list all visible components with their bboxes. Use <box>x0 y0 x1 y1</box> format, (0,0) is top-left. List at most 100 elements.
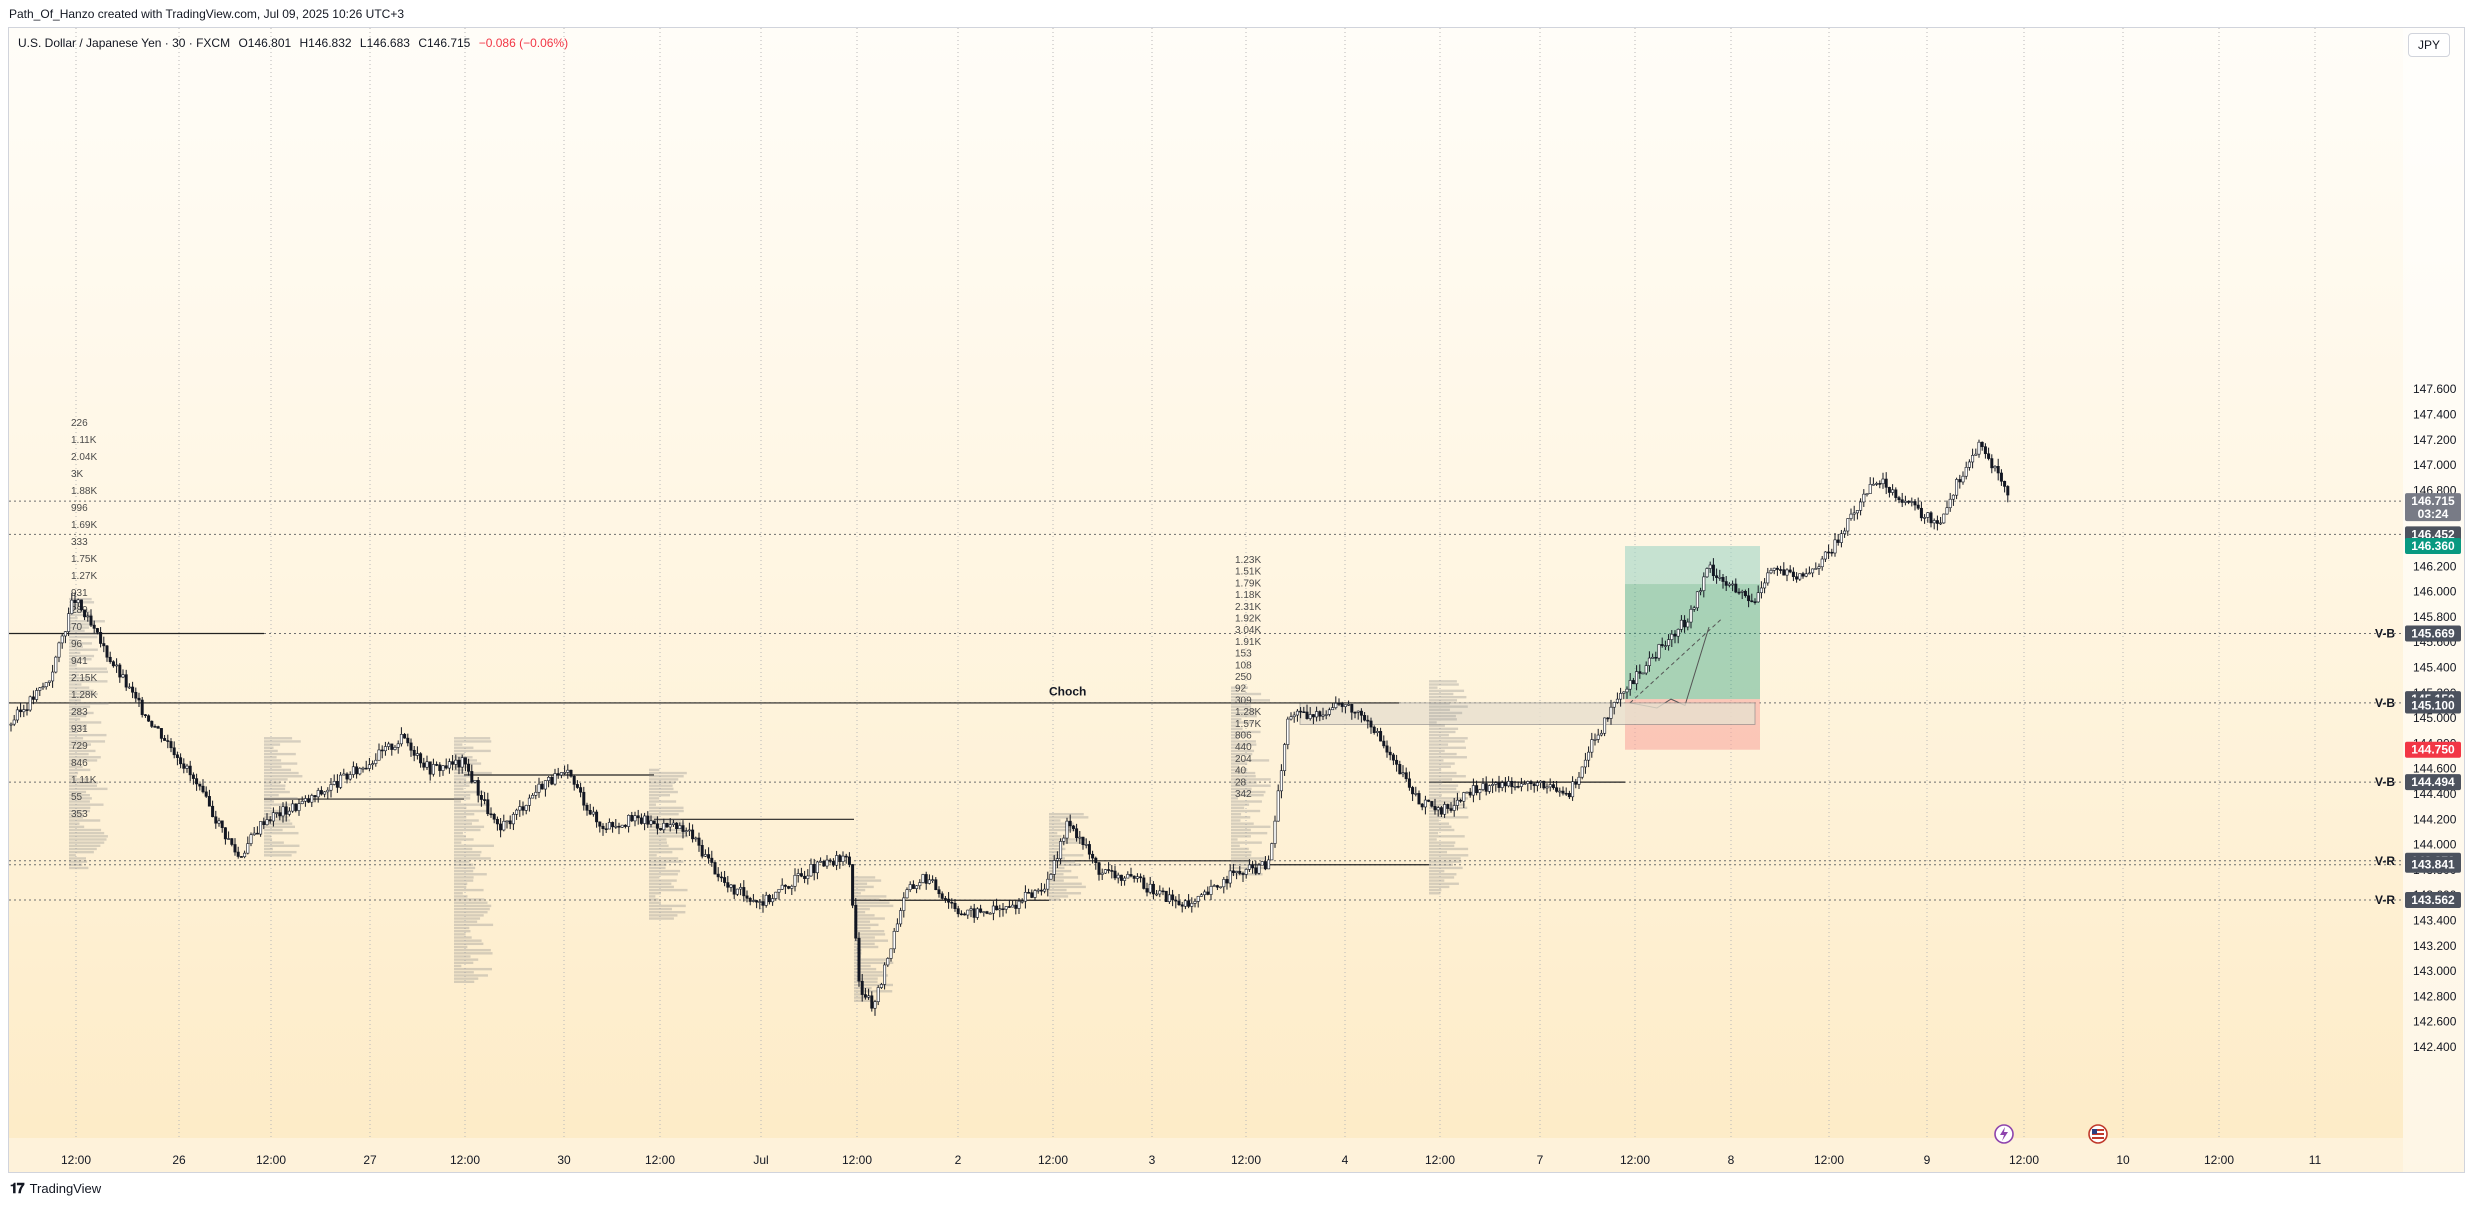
candle-body <box>1382 740 1386 747</box>
volume-profile-bar <box>1049 854 1084 857</box>
volume-profile-bar <box>649 797 660 800</box>
volume-profile-bar <box>649 809 684 813</box>
symbol-name[interactable]: U.S. Dollar / Japanese Yen · 30 · FXCM <box>18 36 231 50</box>
candle-body <box>339 774 343 788</box>
volume-profile-bar <box>649 828 682 832</box>
candle-body <box>1731 583 1735 586</box>
candle-body <box>550 777 554 785</box>
candle-body <box>764 894 768 906</box>
volume-profile-bar <box>1429 857 1461 860</box>
candle-body <box>851 864 855 906</box>
candle-body <box>1414 793 1418 795</box>
candle-body <box>1587 751 1591 761</box>
price-tag[interactable]: 144.750 <box>2405 741 2461 758</box>
candle-body <box>476 780 480 796</box>
volume-profile-bar <box>454 920 478 923</box>
candle-body <box>1692 607 1696 610</box>
volume-profile-bar <box>69 790 87 794</box>
candle-body <box>1363 715 1367 721</box>
candle-body <box>767 894 771 903</box>
price-chart[interactable]: 147.600147.400147.200147.000146.800146.6… <box>9 28 2465 1173</box>
candle-body <box>953 902 957 909</box>
volume-profile-bar <box>1049 822 1074 825</box>
candle-body <box>1491 784 1495 786</box>
candle-body <box>1622 691 1626 694</box>
candle-body <box>124 674 128 688</box>
volume-profile-bar <box>1429 765 1451 768</box>
currency-button[interactable]: JPY <box>2408 33 2450 57</box>
price-tag[interactable]: 145.100 <box>2405 697 2461 714</box>
price-tag[interactable]: 146.360 <box>2405 538 2461 555</box>
candle-body <box>1820 558 1824 568</box>
candle-body <box>1065 820 1069 839</box>
volume-profile-bar <box>1429 730 1456 734</box>
candle-body <box>1039 889 1043 892</box>
candle-body <box>684 830 688 832</box>
candle-body <box>22 709 26 713</box>
candle-body <box>515 809 519 815</box>
volume-profile-bar <box>854 977 878 980</box>
time-axis-label: 12:00 <box>61 1153 91 1167</box>
volume-profile-bar <box>69 765 83 768</box>
candle-body <box>1155 893 1159 896</box>
volume-profile-label: 941 <box>71 656 88 667</box>
candle-body <box>611 822 615 828</box>
candle-body <box>527 797 531 806</box>
candle-body <box>1535 782 1539 787</box>
price-axis-label: 147.000 <box>2413 458 2457 472</box>
candle-body <box>1177 900 1181 906</box>
volume-profile-bar <box>854 955 861 958</box>
candle-body <box>524 805 528 811</box>
order-block-box[interactable] <box>1299 702 1756 725</box>
candle-body <box>1263 861 1267 870</box>
candle-body <box>425 761 429 768</box>
volume-profile-bar <box>1049 885 1086 889</box>
volume-profile-bar <box>649 835 689 838</box>
position-profit-zone[interactable] <box>1625 546 1760 700</box>
candle-body <box>163 738 167 741</box>
tradingview-logo-icon[interactable]: 𝟏𝟕 <box>10 1180 25 1196</box>
candle-body <box>1481 783 1485 790</box>
time-axis-label: 27 <box>363 1153 377 1167</box>
candle-body <box>172 747 176 756</box>
price-tag[interactable]: 143.841 <box>2405 856 2461 873</box>
candle-body <box>719 876 723 879</box>
candle-body <box>185 765 189 769</box>
volume-profile-bar <box>1429 737 1468 740</box>
volume-profile-bar <box>1049 866 1065 870</box>
price-tag[interactable]: 143.562 <box>2405 892 2461 909</box>
volume-profile-bar <box>1429 724 1445 727</box>
candle-body <box>1311 714 1315 718</box>
price-axis[interactable] <box>2403 28 2465 1173</box>
candle-body <box>38 687 42 691</box>
volume-profile-bar <box>264 847 273 851</box>
volume-profile-bar <box>1049 841 1083 844</box>
candle-body <box>1302 711 1306 714</box>
volume-profile-bar <box>1231 718 1242 721</box>
brand-name[interactable]: TradingView <box>29 1181 102 1196</box>
volume-profile-bar <box>1049 863 1081 866</box>
volume-profile-bar <box>1231 702 1252 705</box>
candle-body <box>1347 704 1351 706</box>
candle-body <box>127 686 131 689</box>
volume-profile-bar <box>1429 768 1442 772</box>
candle-body <box>1766 572 1770 584</box>
price-tag[interactable]: 144.494 <box>2405 774 2461 791</box>
candle-body <box>889 948 893 959</box>
volume-profile-bar <box>854 980 878 983</box>
candle-body <box>934 879 938 891</box>
time-axis-label: 12:00 <box>1620 1153 1650 1167</box>
candle-body <box>649 820 653 825</box>
price-tag[interactable]: 145.669 <box>2405 625 2461 642</box>
candle-body <box>1049 874 1053 880</box>
chart-pane[interactable]: 147.600147.400147.200147.000146.800146.6… <box>8 27 2465 1173</box>
candle-body <box>1235 871 1239 873</box>
candle-body <box>1631 680 1635 685</box>
volume-profile-bar <box>69 781 99 784</box>
price-tag-value: 146.360 <box>2411 539 2455 553</box>
candle-body <box>1609 706 1613 719</box>
volume-profile-bar <box>454 844 494 847</box>
volume-profile-bar <box>1231 733 1246 737</box>
volume-profile-bar <box>454 904 492 908</box>
